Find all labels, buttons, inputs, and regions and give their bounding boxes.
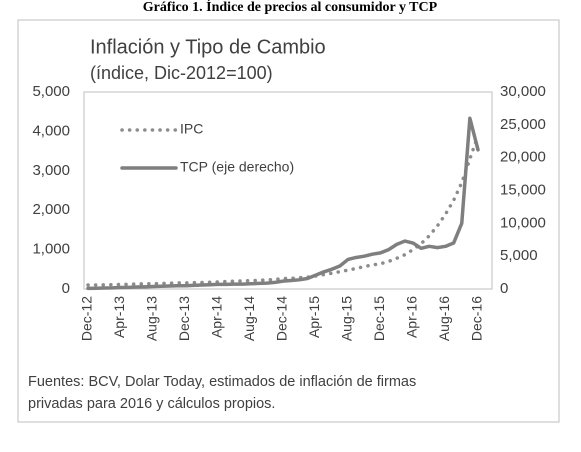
x-tick-label: Dec-13 — [176, 296, 192, 341]
y-tick-label: 4,000 — [32, 122, 70, 139]
x-tick-label: Aug-16 — [436, 296, 452, 341]
x-tick-label: Apr-15 — [306, 296, 322, 338]
chart-title: Inflación y Tipo de Cambio — [90, 36, 326, 58]
x-tick-label: Dec-12 — [79, 296, 95, 341]
y-tick-label: 1,000 — [32, 241, 70, 258]
chart-frame — [17, 19, 560, 423]
x-tick-label: Apr-13 — [111, 296, 127, 338]
x-tick-label: Dec-14 — [274, 296, 290, 341]
x-tick-label: Apr-14 — [209, 296, 225, 338]
y-tick-label: 0 — [62, 280, 70, 297]
y2-tick-label: 20,000 — [500, 149, 546, 166]
legend-label: TCP (eje derecho) — [180, 159, 294, 175]
header: Gráfico 1. Índice de precios al consumid… — [143, 0, 438, 15]
y2-tick-label: 0 — [500, 280, 508, 297]
x-tick-label: Dec-15 — [371, 296, 387, 341]
x-tick-label: Apr-16 — [404, 296, 420, 338]
y2-tick-label: 30,000 — [500, 83, 546, 100]
y-tick-label: 3,000 — [32, 162, 70, 179]
x-tick-label: Aug-14 — [241, 296, 257, 341]
footnote: Fuentes: BCV, Dolar Today, estimados de … — [28, 374, 416, 390]
y2-tick-label: 5,000 — [500, 247, 538, 264]
legend-label: IPC — [180, 121, 203, 137]
x-tick-label: Dec-16 — [469, 296, 485, 341]
y-tick-label: 2,000 — [32, 201, 70, 218]
x-tick-label: Aug-13 — [144, 296, 160, 341]
plot-frame — [83, 91, 493, 290]
y-tick-label: 5,000 — [32, 83, 70, 100]
chart-subtitle: (índice, Dic-2012=100) — [90, 63, 273, 83]
x-tick-label: Aug-15 — [339, 296, 355, 341]
footnote: privadas para 2016 y cálculos propios. — [28, 396, 275, 412]
y2-tick-label: 15,000 — [500, 181, 546, 198]
y2-tick-label: 25,000 — [500, 116, 546, 133]
series-line — [86, 116, 480, 291]
y2-tick-label: 10,000 — [500, 214, 546, 231]
